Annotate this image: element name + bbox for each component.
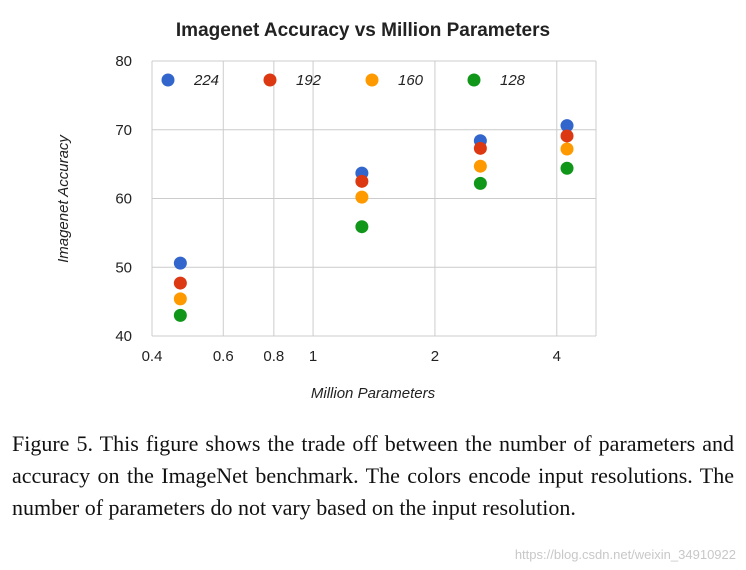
y-tick-label: 80: [115, 53, 132, 70]
scatter-chart: Imagenet Accuracy vs Million Parameters …: [55, 20, 597, 402]
data-point-192: [173, 276, 187, 290]
x-tick-label: 0.4: [142, 348, 163, 365]
y-tick-labels: 40 50 60 70 80: [115, 53, 132, 345]
legend-label-192: 192: [296, 72, 322, 89]
legend-marker-192: [263, 73, 277, 87]
data-point-224: [173, 256, 187, 270]
data-point-128: [355, 220, 369, 234]
data-points: [173, 119, 574, 322]
legend-marker-128: [467, 73, 481, 87]
y-tick-label: 60: [115, 191, 132, 208]
figure-caption: Figure 5. This figure shows the trade of…: [12, 431, 734, 520]
x-tick-label: 1: [309, 348, 317, 365]
data-point-160: [173, 292, 187, 306]
y-tick-label: 40: [115, 328, 132, 345]
grid-lines: [151, 60, 597, 337]
data-point-128: [173, 308, 187, 322]
y-axis-label: Imagenet Accuracy: [55, 134, 72, 263]
data-point-160: [473, 159, 487, 173]
watermark-text: https://blog.csdn.net/weixin_34910922: [514, 547, 736, 562]
legend-label-160: 160: [398, 72, 424, 89]
y-tick-label: 50: [115, 259, 132, 276]
x-tick-label: 0.8: [263, 348, 284, 365]
x-tick-label: 0.6: [213, 348, 234, 365]
legend-marker-160: [365, 73, 379, 87]
x-axis-label: Million Parameters: [311, 385, 436, 402]
legend-label-128: 128: [500, 72, 526, 89]
data-point-160: [355, 190, 369, 204]
data-point-160: [560, 142, 574, 156]
legend-label-224: 224: [193, 72, 219, 89]
data-point-128: [473, 176, 487, 190]
y-tick-label: 70: [115, 122, 132, 139]
data-point-192: [355, 174, 369, 188]
x-tick-label: 4: [553, 348, 561, 365]
x-tick-label: 2: [431, 348, 439, 365]
chart-title: Imagenet Accuracy vs Million Parameters: [176, 20, 550, 41]
data-point-192: [560, 129, 574, 143]
data-point-128: [560, 161, 574, 175]
legend-marker-224: [161, 73, 175, 87]
data-point-224: [560, 119, 574, 133]
data-point-192: [473, 141, 487, 155]
x-tick-labels: 0.4 0.6 0.8 1 2 4: [142, 348, 561, 365]
legend: 224 192 160 128: [161, 72, 526, 89]
